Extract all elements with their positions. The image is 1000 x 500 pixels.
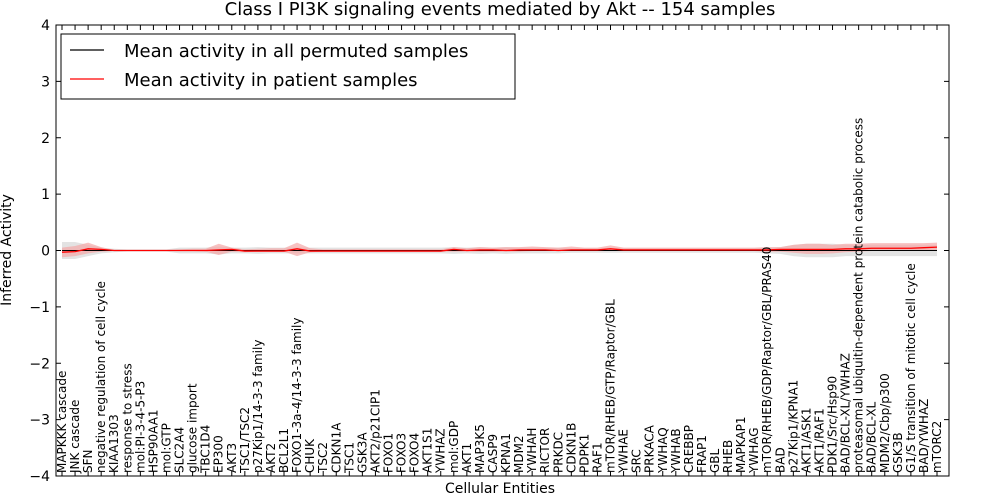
x-tick-label: FOXO1 bbox=[381, 433, 395, 473]
legend-frame bbox=[60, 33, 516, 100]
x-tick-label: YWHAG bbox=[747, 427, 761, 474]
x-tick-label: YWHAQ bbox=[656, 427, 670, 474]
x-tick-label: negative regulation of cell cycle bbox=[94, 281, 108, 473]
x-tick-label: AKT2/p21CIP1 bbox=[368, 389, 382, 473]
x-tick-label: CHUK bbox=[303, 438, 317, 473]
y-axis-label: Inferred Activity bbox=[0, 194, 15, 306]
x-tick-label: BAD/BCL-XL bbox=[865, 401, 879, 473]
x-tick-label: BCL2L1 bbox=[277, 428, 291, 473]
x-tick-label: JNK cascade bbox=[68, 400, 82, 474]
x-tick-label: BAD/YWHAZ bbox=[917, 399, 931, 473]
x-tick-label: mol:GTP bbox=[159, 423, 173, 473]
legend-label-permuted: Mean activity in all permuted samples bbox=[124, 41, 468, 62]
x-tick-label: AKT1/RAF1 bbox=[812, 408, 826, 473]
x-tick-label: p27Kip1/14-3-3 family bbox=[251, 340, 265, 473]
x-tick-label: RICTOR bbox=[538, 428, 552, 473]
x-tick-label: CDKN1B bbox=[564, 423, 578, 473]
y-tick-label: −3 bbox=[29, 413, 50, 429]
x-tick-label: CREBBP bbox=[682, 425, 696, 473]
x-tick-label: mTORC2 bbox=[930, 421, 944, 473]
x-tick-label: RAF1 bbox=[590, 442, 604, 473]
x-tick-label: TSC1 bbox=[342, 442, 356, 474]
x-tick-label: YWHAB bbox=[669, 428, 683, 474]
x-tick-label: AKT2 bbox=[264, 443, 278, 473]
x-tick-label: PRKACA bbox=[643, 424, 657, 473]
x-tick-label: RHEB bbox=[721, 440, 735, 473]
chart-title: Class I PI3K signaling events mediated b… bbox=[225, 0, 776, 20]
x-tick-label: YWHAH bbox=[525, 428, 539, 474]
x-tick-label: KPNA1 bbox=[499, 433, 513, 473]
x-tick-label: CDKN1A bbox=[329, 422, 343, 473]
x-tick-label: MDM2 bbox=[512, 435, 526, 473]
x-tick-label: BAD/BCL-XL/YWHAZ bbox=[839, 353, 853, 473]
y-tick-label: −2 bbox=[29, 356, 50, 372]
legend-label-patient: Mean activity in patient samples bbox=[124, 70, 418, 91]
x-tick-label: PRKDC bbox=[551, 432, 565, 473]
x-tick-label: mTOR/RHEB/GDP/Raptor/GBL/PRAS40 bbox=[760, 247, 774, 473]
y-axis: 4 3 2 1 0 −1 −2 −3 −4 bbox=[29, 18, 949, 485]
x-tick-label: FOXO4 bbox=[408, 433, 422, 473]
x-tick-label: MAP3K5 bbox=[473, 424, 487, 473]
y-tick-label: 0 bbox=[41, 244, 50, 260]
legend: Mean activity in all permuted samples Me… bbox=[60, 33, 516, 100]
x-tick-label: YWHAE bbox=[617, 429, 631, 474]
y-tick-label: 1 bbox=[41, 187, 50, 203]
x-tick-label: proteasomal ubiquitin-dependent protein … bbox=[852, 118, 866, 473]
x-axis: MAPKKK cascade JNK cascade SFN negative reg… bbox=[55, 25, 944, 476]
x-tick-label: SFN bbox=[81, 450, 95, 474]
x-tick-label: TSC2 bbox=[316, 442, 330, 474]
x-tick-label: FOXO3 bbox=[395, 433, 409, 473]
x-tick-label: YWHAZ bbox=[434, 428, 448, 474]
x-tick-label: G1/S transition of mitotic cell cycle bbox=[904, 263, 918, 473]
x-tick-label: GSK3A bbox=[355, 432, 369, 473]
x-tick-label: mol:GDP bbox=[447, 421, 461, 473]
x-tick-label: GBL bbox=[708, 448, 722, 473]
patient-mean-line bbox=[61, 246, 938, 253]
x-tick-label: GSK3B bbox=[891, 432, 905, 473]
x-tick-label: HSP90AA1 bbox=[146, 409, 160, 473]
x-tick-label: response to stress bbox=[120, 363, 134, 473]
x-tick-label: TSC1/TSC2 bbox=[238, 407, 252, 474]
x-tick-label: KIAA1303 bbox=[107, 414, 121, 473]
x-tick-label: mol:PI-3-4-5-P3 bbox=[133, 381, 147, 473]
x-tick-label: EP300 bbox=[212, 435, 226, 473]
x-tick-label: FRAP1 bbox=[695, 435, 709, 473]
y-tick-label: −1 bbox=[29, 300, 50, 316]
x-tick-label: FOXO1-3a-4/14-3-3 family bbox=[290, 318, 304, 474]
x-tick-label: CASP9 bbox=[486, 434, 500, 473]
x-tick-label: BAD bbox=[773, 447, 787, 473]
x-tick-label: AKT3 bbox=[225, 443, 239, 473]
plot-area bbox=[61, 242, 938, 259]
x-tick-label: AKT1S1 bbox=[421, 428, 435, 473]
x-tick-label: MDM2/Cbp/p300 bbox=[878, 373, 892, 473]
line-layer bbox=[61, 246, 938, 253]
x-tick-label: p27Kip1/KPNA1 bbox=[786, 380, 800, 473]
x-tick-label: glucose import bbox=[186, 383, 200, 473]
x-tick-label: SLC2A4 bbox=[173, 427, 187, 473]
x-tick-label: PDPK1 bbox=[577, 434, 591, 473]
x-tick-label: MAPKAP1 bbox=[734, 416, 748, 473]
x-tick-label: SRC bbox=[630, 449, 644, 473]
y-tick-label: 3 bbox=[41, 74, 50, 90]
x-tick-label: AKT1/ASK1 bbox=[799, 408, 813, 473]
y-tick-label: 4 bbox=[41, 18, 50, 34]
y-tick-label: 2 bbox=[41, 131, 50, 147]
x-tick-label: PDK1/Src/Hsp90 bbox=[826, 376, 840, 473]
y-tick-label: −4 bbox=[29, 469, 50, 485]
x-tick-label: mTOR/RHEB/GTP/Raptor/GBL bbox=[604, 299, 618, 473]
x-tick-label: MAPKKK cascade bbox=[55, 371, 69, 473]
x-tick-label: TBC1D4 bbox=[199, 425, 213, 474]
x-axis-label: Cellular Entities bbox=[445, 481, 555, 497]
x-tick-label: AKT1 bbox=[460, 443, 474, 473]
